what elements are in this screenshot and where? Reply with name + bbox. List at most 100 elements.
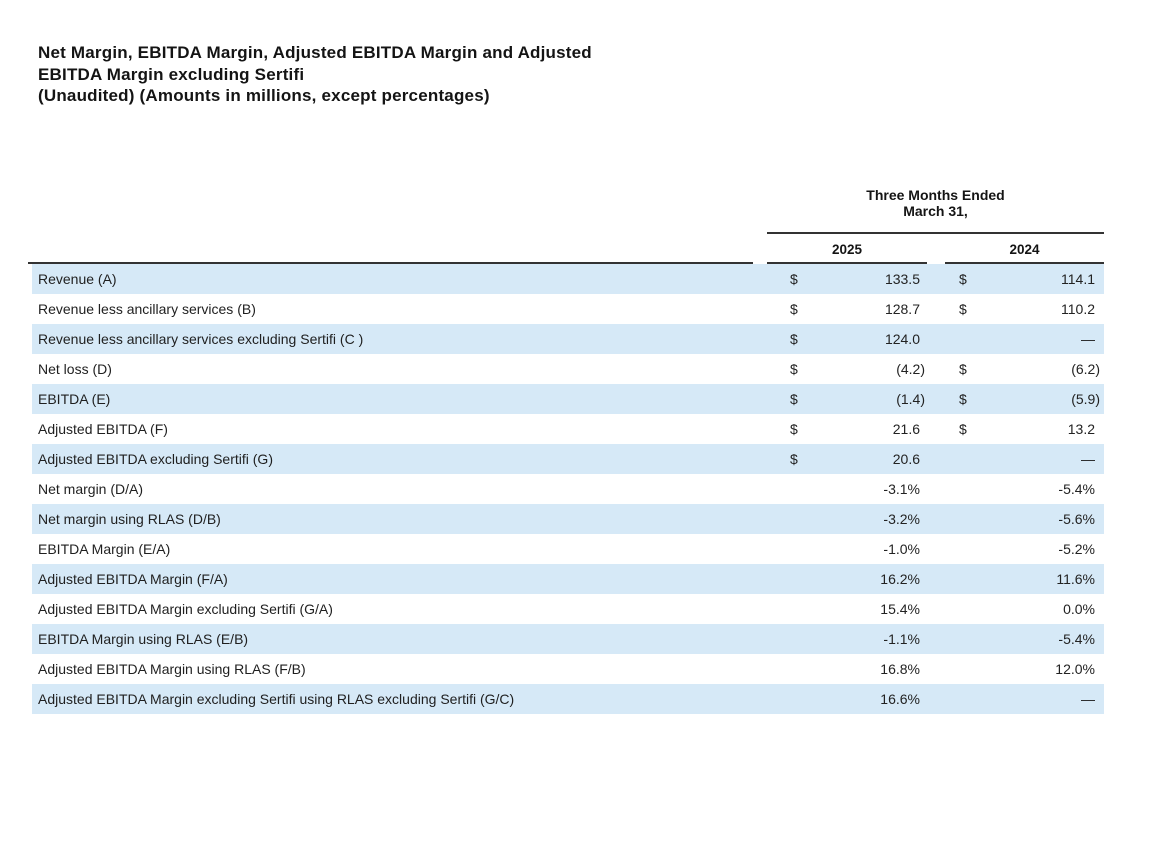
cell-2025: $20.6 [767,444,931,474]
cell-2024: — [946,684,1104,714]
currency-symbol: $ [959,301,967,317]
row-label: Adjusted EBITDA excluding Sertifi (G) [38,451,273,467]
cell-2025: $133.5 [767,264,931,294]
column-gutter [931,534,946,564]
cell-2025: 16.6% [767,684,931,714]
currency-symbol: $ [790,361,798,377]
cell-2025: 16.2% [767,564,931,594]
cell-2024: $13.2 [946,414,1104,444]
column-header-2025: 2025 [767,238,927,264]
currency-symbol: $ [790,391,798,407]
cell-2024: -5.6% [946,504,1104,534]
amount-2025: 21.6 [892,421,920,437]
cell-2025: -3.1% [767,474,931,504]
row-label: Adjusted EBITDA Margin using RLAS (F/B) [38,661,306,677]
cell-2024: -5.2% [946,534,1104,564]
table-row: EBITDA Margin using RLAS (E/B) -1.1% -5.4% [32,624,1104,654]
table-row: Net loss (D) $ (4.2) $ (6.2) [32,354,1104,384]
cell-2024: $ (6.2) [946,354,1104,384]
column-header-2024: 2024 [945,238,1104,264]
amount-2024: 11.6% [1056,571,1095,587]
column-gutter [931,354,946,384]
amount-2024: -5.2% [1058,541,1095,557]
table-row: Adjusted EBITDA (F) $21.6 $13.2 [32,414,1104,444]
label-column-rule [28,262,753,264]
amount-2024: (5.9) [1071,391,1100,407]
cell-2024: $110.2 [946,294,1104,324]
cell-2024: — [946,444,1104,474]
amount-2025: 124.0 [884,331,920,347]
amount-2024: 0.0% [1063,601,1095,617]
column-gutter [931,594,946,624]
cell-2024: $ (5.9) [946,384,1104,414]
amount-2024: 110.2 [1061,301,1095,317]
table-row: Adjusted EBITDA Margin excluding Sertifi… [32,594,1104,624]
currency-symbol: $ [959,271,967,287]
column-gutter [931,294,946,324]
row-label: Revenue less ancillary services (B) [38,301,256,317]
period-header: Three Months Ended March 31, [767,187,1104,234]
amount-2024: — [1081,331,1095,347]
amount-2025: -1.1% [883,631,920,647]
column-gutter [931,414,946,444]
report-title: Net Margin, EBITDA Margin, Adjusted EBIT… [38,42,592,107]
row-label: Adjusted EBITDA Margin excluding Sertifi… [38,691,515,707]
amount-2024: — [1081,451,1095,467]
cell-2024: -5.4% [946,624,1104,654]
table-row: Adjusted EBITDA Margin (F/A) 16.2% 11.6% [32,564,1104,594]
amount-2025: -3.1% [883,481,920,497]
report-title-line: Net Margin, EBITDA Margin, Adjusted EBIT… [38,43,592,62]
financial-table: Three Months Ended March 31, 2025 2024 R… [28,186,1105,718]
column-gutter [931,324,946,354]
row-label: Net loss (D) [38,361,112,377]
cell-2025: -1.0% [767,534,931,564]
amount-2024: 12.0% [1055,661,1095,677]
currency-symbol: $ [790,271,798,287]
amount-2025: (1.4) [896,391,925,407]
row-label: Net margin (D/A) [38,481,144,497]
cell-2024: $114.1 [946,264,1104,294]
currency-symbol: $ [959,391,967,407]
report-title-line: (Unaudited) (Amounts in millions, except… [38,86,490,105]
table-body: Revenue (A) $133.5 $114.1 Revenue less anci… [32,264,1104,714]
amount-2024: (6.2) [1071,361,1100,377]
amount-2025: 20.6 [892,451,920,467]
amount-2025: 15.4% [880,601,920,617]
table-row: Adjusted EBITDA Margin excluding Sertifi… [32,684,1104,714]
cell-2024: — [946,324,1104,354]
amount-2024: 114.1 [1061,271,1095,287]
row-label: Adjusted EBITDA Margin excluding Sertifi… [38,601,333,617]
cell-2025: -1.1% [767,624,931,654]
row-label: EBITDA (E) [38,391,111,407]
table-row: Net margin using RLAS (D/B) -3.2% -5.6% [32,504,1104,534]
period-header-line2: March 31, [903,203,968,219]
table-row: Revenue less ancillary services (B) $128.… [32,294,1104,324]
amount-2025: -3.2% [883,511,920,527]
cell-2025: 16.8% [767,654,931,684]
row-label: Adjusted EBITDA (F) [38,421,168,437]
amount-2025: -1.0% [883,541,920,557]
cell-2025: $124.0 [767,324,931,354]
table-row: Adjusted EBITDA excluding Sertifi (G) $20… [32,444,1104,474]
amount-2025: (4.2) [896,361,925,377]
cell-2024: -5.4% [946,474,1104,504]
column-gutter [931,264,946,294]
currency-symbol: $ [959,361,967,377]
amount-2025: 16.6% [880,691,920,707]
cell-2025: $ (4.2) [767,354,931,384]
cell-2025: -3.2% [767,504,931,534]
currency-symbol: $ [790,451,798,467]
row-label: Revenue less ancillary services excludin… [38,331,364,347]
column-gutter [931,564,946,594]
row-label: EBITDA Margin using RLAS (E/B) [38,631,249,647]
amount-2024: -5.4% [1058,481,1095,497]
row-label: Net margin using RLAS (D/B) [38,511,221,527]
column-gutter [931,624,946,654]
currency-symbol: $ [790,421,798,437]
currency-symbol: $ [790,331,798,347]
amount-2025: 133.5 [884,271,920,287]
amount-2024: 13.2 [1067,421,1095,437]
amount-2025: 128.7 [884,301,920,317]
column-gutter [931,474,946,504]
